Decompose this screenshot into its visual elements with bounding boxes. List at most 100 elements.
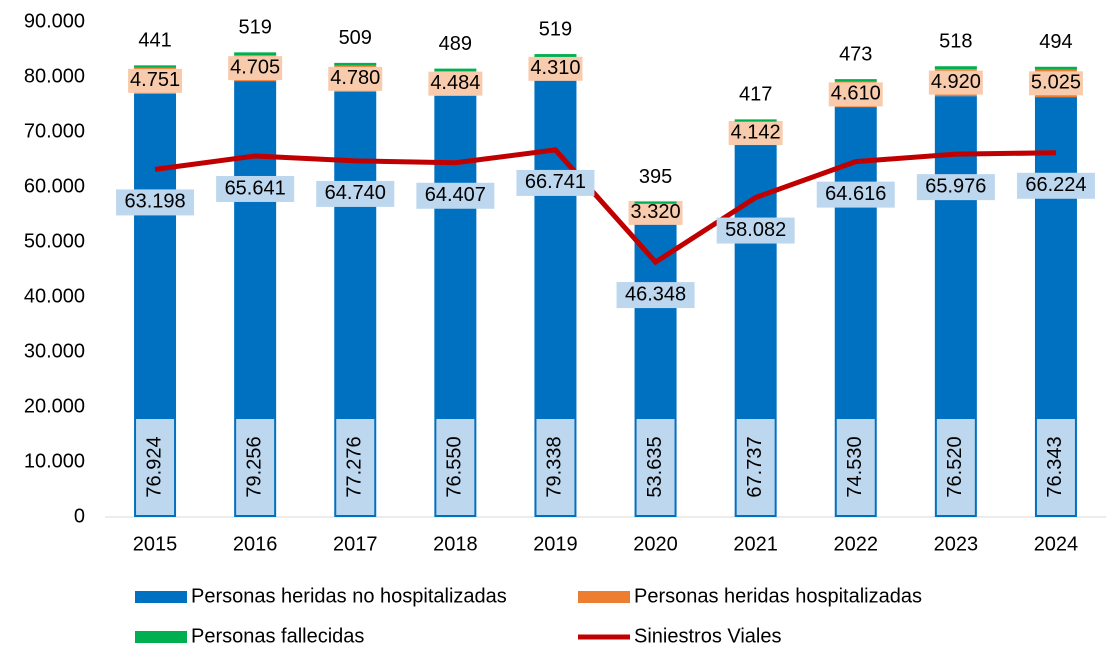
bar-segment: [934, 66, 977, 70]
bar-segment: [134, 65, 177, 68]
bar-segment: [334, 62, 377, 66]
label-box: [316, 180, 395, 207]
label-box: [216, 175, 295, 202]
x-tick-label: 2020: [633, 533, 678, 555]
data-label: 58.082: [725, 219, 786, 241]
label-box: [816, 181, 895, 208]
x-tick-label: 2016: [233, 533, 278, 555]
data-label: 64.616: [825, 183, 886, 205]
data-label: 4.705: [230, 56, 280, 78]
y-tick-label: 50.000: [24, 230, 85, 252]
legend-swatch: [578, 591, 630, 603]
data-label: 67.737: [744, 436, 766, 497]
data-label: 63.198: [124, 191, 185, 213]
data-label: 79.256: [243, 436, 265, 497]
bar-segment: [1034, 66, 1077, 70]
data-label: 417: [739, 84, 772, 106]
data-label: 76.343: [1044, 436, 1066, 497]
label-box: [716, 217, 795, 244]
data-label: 494: [1039, 31, 1072, 53]
legend-label: Personas fallecidas: [191, 625, 364, 647]
label-box: [136, 419, 175, 515]
data-label: 64.407: [425, 184, 486, 206]
y-tick-label: 20.000: [24, 395, 85, 417]
bar-segment: [834, 79, 877, 82]
data-label: 441: [138, 30, 171, 52]
bar-segment: [534, 54, 577, 57]
data-label: 65.641: [225, 177, 286, 199]
label-box: [336, 419, 375, 515]
legend-swatch: [135, 591, 187, 603]
data-label: 53.635: [644, 436, 666, 497]
data-label: 4.142: [731, 121, 781, 143]
data-label: 3.320: [631, 201, 681, 223]
label-box: [516, 169, 595, 196]
label-box: [436, 419, 475, 515]
data-label: 4.484: [430, 72, 480, 94]
data-label: 4.920: [931, 71, 981, 93]
data-label: 66.741: [525, 171, 586, 193]
label-box: [736, 419, 775, 515]
data-label: 519: [539, 18, 572, 40]
data-label: 518: [939, 31, 972, 53]
label-box: [328, 66, 383, 91]
legend-label: Personas heridas hospitalizadas: [634, 585, 922, 607]
data-label: 4.610: [831, 83, 881, 105]
label-box: [936, 419, 975, 515]
data-label: 509: [339, 27, 372, 49]
data-label: 65.976: [925, 175, 986, 197]
x-tick-label: 2023: [934, 533, 979, 555]
data-label: 76.924: [143, 436, 165, 497]
label-box: [1028, 71, 1083, 96]
bar-segment: [234, 52, 277, 56]
data-label: 74.530: [844, 436, 866, 497]
data-label: 395: [639, 166, 672, 188]
label-box: [536, 419, 575, 515]
data-label: 79.338: [544, 436, 566, 497]
line-series: [154, 147, 1056, 266]
y-tick-label: 60.000: [24, 175, 85, 197]
label-box: [116, 189, 195, 216]
legend-label: Siniestros Viales: [634, 625, 781, 647]
data-label: 77.276: [344, 436, 366, 497]
bar-segment: [634, 201, 677, 204]
x-tick-label: 2017: [333, 533, 378, 555]
data-label: 4.751: [130, 69, 180, 91]
label-box: [1036, 419, 1075, 515]
x-tick-label: 2021: [733, 533, 778, 555]
data-label: 76.520: [944, 436, 966, 497]
label-box: [416, 182, 495, 209]
label-box: [636, 419, 675, 515]
y-tick-label: 80.000: [24, 65, 85, 87]
label-box: [616, 282, 695, 309]
y-tick-label: 0: [74, 505, 85, 527]
label-box: [128, 68, 183, 93]
x-tick-label: 2018: [433, 533, 478, 555]
y-tick-label: 90.000: [24, 10, 85, 32]
bar-segment: [434, 68, 477, 72]
data-label: 489: [439, 33, 472, 55]
label-box: [236, 419, 275, 515]
bar-segment: [734, 119, 777, 122]
y-tick-label: 70.000: [24, 120, 85, 142]
label-box: [916, 174, 995, 201]
label-box: [728, 121, 783, 146]
y-tick-label: 30.000: [24, 340, 85, 362]
x-tick-label: 2022: [834, 533, 879, 555]
label-box: [836, 419, 875, 515]
label-box: [228, 56, 283, 81]
label-box: [928, 70, 983, 95]
legend-swatch: [135, 631, 187, 643]
x-tick-label: 2024: [1034, 533, 1079, 555]
legend-label: Personas heridas no hospitalizadas: [191, 585, 507, 607]
label-box: [528, 56, 583, 81]
data-label: 4.780: [330, 67, 380, 89]
label-box: [428, 71, 483, 96]
label-box: [1016, 172, 1095, 199]
data-label: 519: [238, 17, 271, 39]
data-label: 473: [839, 43, 872, 65]
x-tick-label: 2019: [533, 533, 578, 555]
data-label: 66.224: [1025, 174, 1086, 196]
y-tick-label: 10.000: [24, 450, 85, 472]
